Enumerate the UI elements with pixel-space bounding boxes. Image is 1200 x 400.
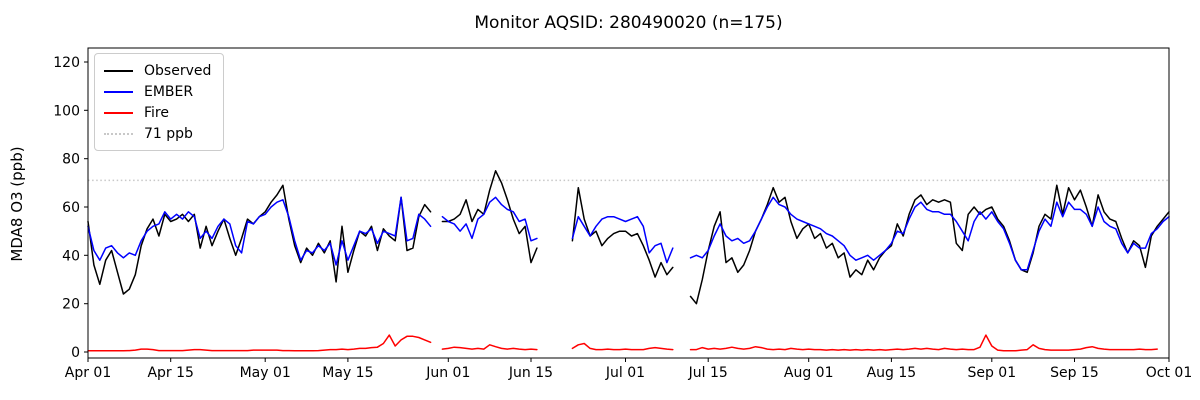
legend-label: Fire <box>144 104 169 121</box>
legend-item-fire: Fire <box>104 102 211 123</box>
x-tick-label: Aug 01 <box>784 365 834 381</box>
x-tick-label: May 01 <box>240 365 291 381</box>
threshold-line-sample <box>104 132 133 135</box>
x-tick-label: May 15 <box>322 365 373 381</box>
x-tick-label: Apr 01 <box>65 365 111 381</box>
x-tick-label: Aug 15 <box>867 365 917 381</box>
x-tick-label: Sep 15 <box>1050 365 1099 381</box>
y-tick-label: 100 <box>53 103 80 119</box>
axes-border <box>87 47 1170 359</box>
legend-label: Observed <box>144 62 212 79</box>
y-tick-label: 80 <box>62 152 80 168</box>
y-tick-label: 40 <box>62 248 80 264</box>
y-tick-label: 0 <box>71 345 80 361</box>
series-line-fire <box>87 334 1158 352</box>
ember-line-sample <box>104 90 133 93</box>
fire-line-sample <box>104 111 133 114</box>
y-tick-label: 60 <box>62 200 80 216</box>
x-tick-label: Jun 01 <box>425 365 470 381</box>
legend-label: EMBER <box>144 83 194 100</box>
y-axis-label: MDA8 O3 (ppb) <box>8 146 26 262</box>
x-tick-label: Oct 01 <box>1146 365 1192 381</box>
series-line-ember <box>87 196 1170 271</box>
y-tick-label: 120 <box>53 55 80 71</box>
legend-item-observed: Observed <box>104 60 211 81</box>
x-tick-label: Jul 15 <box>688 365 728 381</box>
x-tick-label: Jul 01 <box>605 365 645 381</box>
x-tick-label: Jun 15 <box>508 365 553 381</box>
x-tick-label: Apr 15 <box>147 365 193 381</box>
legend-item-threshold: 71 ppb <box>104 123 211 144</box>
x-tick-label: Sep 01 <box>967 365 1016 381</box>
chart-title: Monitor AQSID: 280490020 (n=175) <box>474 13 783 33</box>
legend-item-ember: EMBER <box>104 81 211 102</box>
legend-label: 71 ppb <box>144 125 193 142</box>
observed-line-sample <box>104 69 133 72</box>
legend: Observed EMBER Fire 71 ppb <box>94 53 225 151</box>
y-tick-label: 20 <box>62 297 80 313</box>
